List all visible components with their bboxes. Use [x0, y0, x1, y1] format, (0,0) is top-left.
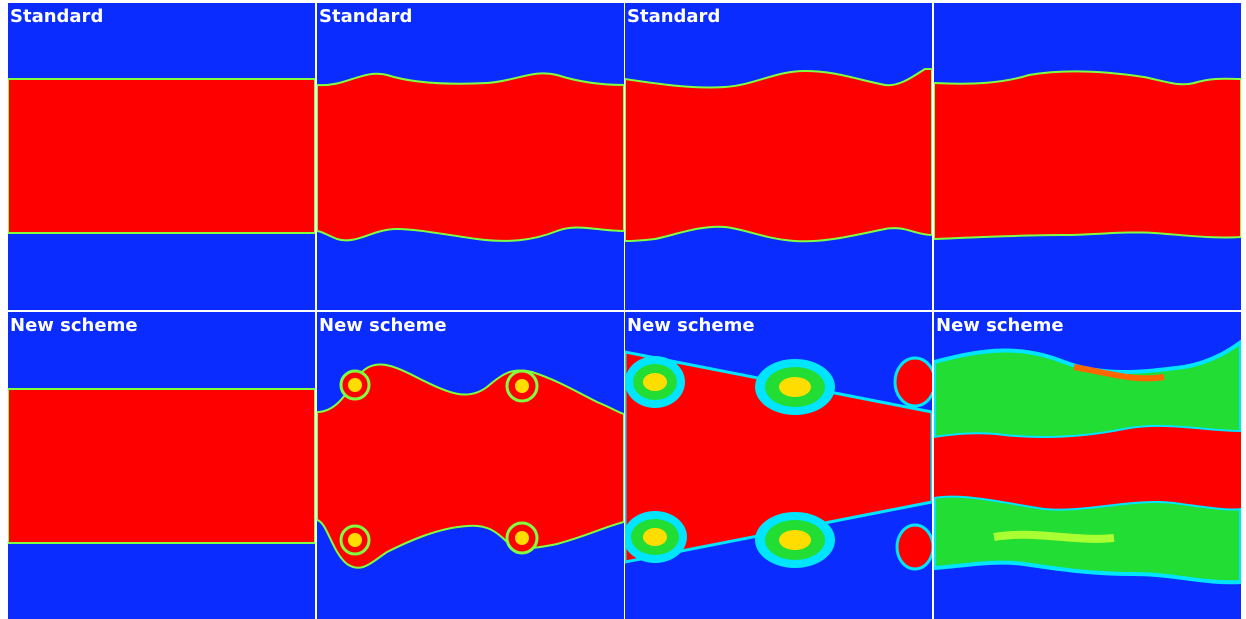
panel-standard-t1: Standard [317, 3, 624, 310]
red-band [317, 72, 624, 242]
panel-label: New scheme [10, 315, 138, 336]
panel-standard-t2: Standard [625, 3, 932, 310]
red-band [934, 426, 1241, 509]
panel-label: Standard [627, 6, 721, 27]
red-band [934, 70, 1241, 241]
standard-t3-field [934, 3, 1241, 310]
panel-new-t0: New scheme [8, 312, 315, 619]
panel-new-t3: New scheme [934, 312, 1241, 619]
new-t2-field [625, 312, 932, 619]
panel-label: Standard [319, 6, 413, 27]
red-band [8, 78, 315, 234]
red-band [625, 68, 932, 243]
new-t1-field [317, 312, 624, 619]
panel-label: Standard [10, 6, 104, 27]
standard-t0-field [8, 3, 315, 310]
panel-standard-t0: Standard [8, 3, 315, 310]
comparison-grid: Standard Standard Standard New scheme [8, 3, 1246, 619]
mixed-region-top [934, 339, 1241, 441]
standard-t1-field [317, 3, 624, 310]
panel-label: New scheme [936, 315, 1064, 336]
panel-new-t2: New scheme [625, 312, 932, 619]
panel-standard-t3 [934, 3, 1241, 310]
panel-label: New scheme [319, 315, 447, 336]
new-t3-field [934, 312, 1241, 619]
standard-t2-field [625, 3, 932, 310]
panel-new-t1: New scheme [317, 312, 624, 619]
red-band [317, 363, 624, 569]
new-t0-field [8, 312, 315, 619]
panel-label: New scheme [627, 315, 755, 336]
red-band [8, 388, 315, 544]
